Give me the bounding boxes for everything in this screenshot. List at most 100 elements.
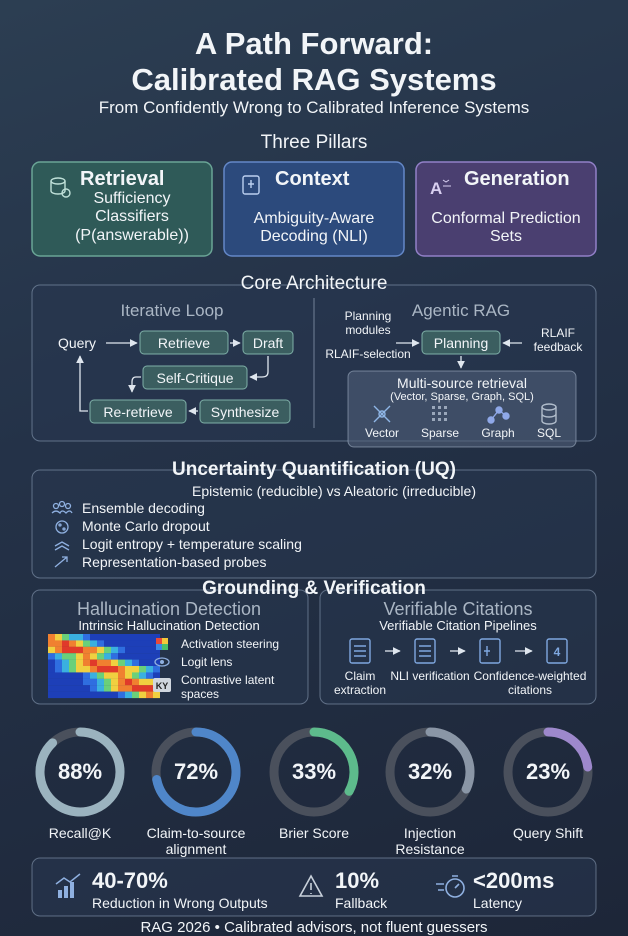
section-heading: Grounding & Verification [202, 578, 426, 599]
heatmap-cell [62, 666, 69, 673]
heatmap-cell [97, 678, 104, 686]
heatmap-cell [76, 640, 83, 647]
node-label: Retrieve [157, 335, 211, 351]
gauge-arc [35, 727, 125, 817]
heatmap-cell [90, 659, 97, 667]
uq-icon [51, 500, 73, 568]
heatmap-cell [139, 659, 146, 667]
heatmap-cell [118, 634, 125, 641]
heatmap-cell [125, 640, 132, 647]
heatmap-cell [146, 672, 153, 679]
heatmap-cell [55, 653, 62, 660]
pillar-title: Retrieval [80, 168, 165, 190]
title: Calibrated RAG Systems [131, 62, 497, 97]
heatmap-cell [69, 646, 76, 654]
heatmap-cell [132, 634, 139, 641]
gauge-label: Claim-to-source alignment [146, 825, 246, 858]
pillar-box [415, 161, 597, 257]
heatmap [48, 634, 160, 699]
heatmap-cell [139, 653, 146, 660]
heatmap-cell [83, 691, 90, 699]
heatmap-cell [125, 672, 132, 679]
heatmap-cell [90, 691, 97, 699]
heatmap-cell [48, 659, 55, 667]
heatmap-cell [132, 646, 139, 654]
heatmap-cell [111, 691, 118, 699]
source-label: Graph [481, 426, 515, 440]
heatmap-cell [90, 685, 97, 692]
step-label: NLI verification [390, 669, 470, 683]
heatmap-cell [104, 653, 111, 660]
heatmap-cell [153, 646, 160, 654]
heatmap-cell [97, 685, 104, 692]
node-label: Re-retrieve [103, 404, 173, 420]
heatmap-cell [118, 678, 125, 686]
pillar-text: Sufficiency Classifiers (P(answerable)) [75, 190, 189, 244]
node-label: (Vector, Sparse, Graph, SQL) [390, 391, 534, 403]
heatmap-cell [97, 653, 104, 660]
heatmap-cell [76, 634, 83, 641]
source-label: Sparse [420, 426, 460, 440]
citation-icon [349, 638, 568, 664]
heatmap-cell [118, 659, 125, 667]
subheading: Verifiable Citations [383, 599, 533, 619]
node-label: Self-Critique [156, 370, 234, 386]
caption: Verifiable Citation Pipelines [379, 618, 537, 633]
heatmap-cell [139, 672, 146, 679]
heatmap-cell [97, 659, 104, 667]
stat-icon [298, 874, 324, 897]
heatmap-cell [104, 672, 111, 679]
heatmap-cell [111, 685, 118, 692]
source-icon [432, 406, 447, 421]
heatmap-cell [83, 640, 90, 647]
heatmap-cell [76, 691, 83, 699]
heatmap-cell [125, 666, 132, 673]
heatmap-cell [55, 646, 62, 654]
heatmap-cell [76, 653, 83, 660]
heatmap-cell [83, 678, 90, 686]
heatmap-cell [125, 653, 132, 660]
heatmap-cell [55, 640, 62, 647]
heatmap-cell [69, 685, 76, 692]
pillar-icon [442, 179, 451, 187]
heatmap-cell [146, 640, 153, 647]
heatmap-cell [139, 666, 146, 673]
heatmap-cell [146, 653, 153, 660]
gauge-value: 32% [407, 759, 453, 784]
heatmap-cell [111, 672, 118, 679]
list-item: Contrastive latent spaces [181, 673, 275, 701]
node-label: Synthesize [210, 404, 280, 420]
heatmap-cell [69, 691, 76, 699]
heatmap-cell [139, 685, 146, 692]
heatmap-cell [76, 666, 83, 673]
heatmap-cell [55, 678, 62, 686]
gauge-arc [309, 727, 359, 796]
heatmap-cell [111, 666, 118, 673]
retrieval-box [347, 370, 577, 448]
heatmap-cell [146, 685, 153, 692]
list-item: Logit entropy + temperature scaling [82, 536, 302, 552]
heatmap-cell [90, 640, 97, 647]
svg-text:KY: KY [156, 681, 169, 691]
heatmap-cell [48, 691, 55, 699]
source-label: Vector [364, 426, 400, 440]
heatmap-cell [125, 678, 132, 686]
heatmap-cell [104, 685, 111, 692]
node-label: Query [57, 335, 97, 351]
stat-label: Latency [473, 895, 523, 911]
heatmap-cell [83, 653, 90, 660]
gauge-label: Query Shift [512, 825, 584, 841]
list-item: Monte Carlo dropout [82, 518, 210, 534]
heatmap-cell [132, 659, 139, 667]
heatmap-cell [90, 634, 97, 641]
heatmap-cell [153, 666, 160, 673]
list-item: Ensemble decoding [82, 500, 205, 516]
heatmap-cell [69, 666, 76, 673]
heatmap-cell [104, 666, 111, 673]
heatmap-cell [104, 634, 111, 641]
heatmap-cell [90, 653, 97, 660]
section-box [31, 857, 597, 917]
heatmap-cell [139, 691, 146, 699]
node-label: Multi-source retrieval [397, 375, 527, 391]
pillar-title: Generation [464, 168, 570, 190]
